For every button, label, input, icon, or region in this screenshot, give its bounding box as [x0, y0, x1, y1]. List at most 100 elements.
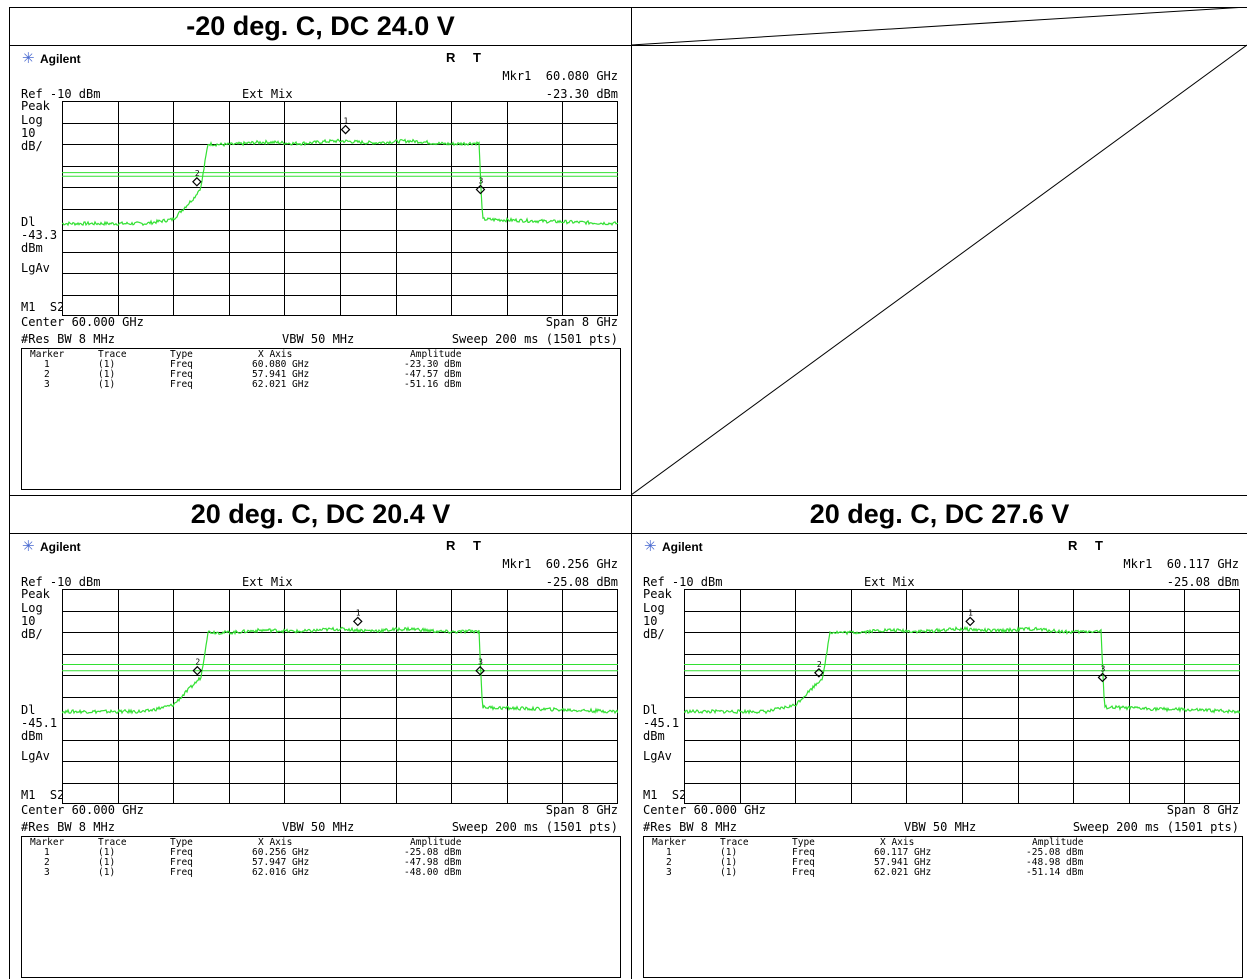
scale-type-label: Log: [643, 601, 665, 615]
marker-number-label: 3: [1100, 664, 1105, 673]
marker-table-cell: -51.14 dBm: [1026, 867, 1084, 878]
marker-table-header-cell: X Axis: [258, 349, 293, 360]
scale-value-label: 10: [643, 614, 658, 628]
spectrum-plot: 1 2 3: [62, 589, 618, 804]
marker-table-header-cell: Trace: [720, 837, 749, 848]
marker-number-label: 2: [817, 660, 822, 669]
spectrum-analyzer-panel: ✳ Agilent R T Mkr1 60.256 GHz Ref -10 dB…: [14, 536, 626, 979]
mixer-mode: Ext Mix: [242, 575, 293, 589]
frequency-span: Span 8 GHz: [1166, 803, 1239, 817]
ref-level: Ref -10 dBm: [21, 87, 101, 101]
marker-table-cell: Freq: [170, 369, 193, 380]
agilent-logo-icon: ✳: [22, 538, 35, 555]
marker-table-header-cell: Type: [170, 837, 193, 848]
marker-table-cell: -47.98 dBm: [404, 857, 462, 868]
marker-diamond: [814, 667, 824, 678]
sweep-time: Sweep 200 ms (1501 pts): [1072, 820, 1239, 834]
marker-table-cell: Freq: [170, 379, 193, 390]
marker-number-label: 1: [356, 608, 361, 617]
marker-table-header-cell: Amplitude: [410, 837, 462, 848]
marker-readout-amp: -25.08 dBm: [1166, 575, 1239, 589]
marker-table-cell: (1): [98, 847, 116, 858]
table-top-border: [9, 7, 1247, 8]
marker-table-cell: 2: [44, 369, 50, 380]
marker-table-cell: -48.98 dBm: [1026, 857, 1084, 868]
marker-table-cell: (1): [98, 379, 116, 390]
marker-table-cell: (1): [98, 867, 116, 878]
marker-diamond: [475, 184, 486, 195]
marker-table-cell: 3: [666, 867, 672, 878]
marker-table-cell: 62.021 GHz: [252, 379, 310, 390]
marker-table-cell: Freq: [170, 359, 193, 370]
panel-title: 20 deg. C, DC 20.4 V: [190, 499, 451, 529]
marker-table-header-cell: Trace: [98, 837, 127, 848]
marker-table-cell: -25.08 dBm: [1026, 847, 1084, 858]
marker-table-header-cell: Marker: [30, 349, 65, 360]
marker-number-label: 2: [195, 169, 200, 178]
marker-table-cell: (1): [98, 359, 116, 370]
empty-cell-diagonals: [631, 7, 1247, 496]
display-line-unit: dBm: [21, 729, 43, 743]
table-col-border: [631, 7, 632, 979]
marker-table-cell: Freq: [170, 847, 193, 858]
scale-unit-label: dB/: [21, 627, 43, 641]
rt-indicator: R T: [446, 50, 488, 65]
marker-table-cell: 60.080 GHz: [252, 359, 310, 370]
marker-table-header-cell: X Axis: [880, 837, 915, 848]
brand-label: Agilent: [40, 52, 81, 66]
display-line-label: Dl: [21, 215, 36, 229]
resolution-bandwidth: #Res BW 8 MHz: [21, 332, 115, 346]
marker-number-label: 3: [478, 176, 483, 185]
marker-readout-amp: -25.08 dBm: [545, 575, 618, 589]
mixer-mode: Ext Mix: [864, 575, 915, 589]
marker-diamond: [965, 616, 975, 627]
agilent-logo-icon: ✳: [22, 50, 35, 67]
detector-label: Peak: [21, 99, 50, 113]
marker-table-header-cell: Marker: [30, 837, 65, 848]
marker-table-cell: 60.256 GHz: [252, 847, 310, 858]
marker-table-cell: -47.57 dBm: [404, 369, 462, 380]
marker-table-cell: Freq: [170, 857, 193, 868]
ref-level: Ref -10 dBm: [21, 575, 101, 589]
spectrum-analyzer-panel: ✳ Agilent R T Mkr1 60.080 GHz Ref -10 dB…: [14, 48, 626, 493]
spectrum-plot: 1 2 3: [684, 589, 1240, 804]
video-bandwidth: VBW 50 MHz: [904, 820, 977, 834]
marker-table: Marker Trace Type X Axis Amplitude 1 (1) Freq 6…: [643, 836, 1243, 978]
marker-table-header-cell: Marker: [652, 837, 687, 848]
marker-diamond: [475, 665, 485, 676]
ref-level: Ref -10 dBm: [643, 575, 723, 589]
marker-diamond: [352, 616, 363, 627]
table-row-border: [9, 533, 1247, 534]
panel-title: -20 deg. C, DC 24.0 V: [186, 11, 455, 41]
display-line-unit: dBm: [643, 729, 665, 743]
display-line-label: Dl: [643, 703, 658, 717]
spectrum-trace: [62, 138, 618, 227]
marker-table-cell: 57.947 GHz: [252, 857, 310, 868]
marker-number-label: 3: [478, 658, 483, 667]
frequency-span: Span 8 GHz: [545, 315, 618, 329]
sweep-time: Sweep 200 ms (1501 pts): [451, 332, 618, 346]
marker-table-cell: 57.941 GHz: [252, 369, 310, 380]
table-row-border: [9, 45, 1247, 46]
marker-table-cell: 1: [44, 359, 50, 370]
spectrum-analyzer-panel: ✳ Agilent R T Mkr1 60.117 GHz Ref -10 dB…: [636, 536, 1247, 979]
marker-table-header-cell: Trace: [98, 349, 127, 360]
table-left-border: [9, 7, 10, 979]
brand-label: Agilent: [662, 540, 703, 554]
marker-table-header-cell: Amplitude: [1032, 837, 1084, 848]
marker-diamond: [192, 176, 202, 187]
rt-indicator: R T: [1068, 538, 1110, 553]
marker-table-cell: -48.00 dBm: [404, 867, 462, 878]
marker-table-cell: (1): [720, 857, 738, 868]
marker-table: Marker Trace Type X Axis Amplitude 1 (1) Freq 6…: [21, 348, 621, 490]
display-line-value: -45.1: [643, 716, 680, 730]
center-frequency: Center 60.000 GHz: [643, 803, 766, 817]
video-bandwidth: VBW 50 MHz: [282, 332, 355, 346]
scale-unit-label: dB/: [21, 139, 43, 153]
panel-title: 20 deg. C, DC 27.6 V: [809, 499, 1070, 529]
marker-table-cell: 3: [44, 379, 50, 390]
marker-table-cell: 57.941 GHz: [874, 857, 932, 868]
display-line-value: -45.1: [21, 716, 58, 730]
marker-table-cell: 1: [44, 847, 50, 858]
sweep-time: Sweep 200 ms (1501 pts): [451, 820, 618, 834]
